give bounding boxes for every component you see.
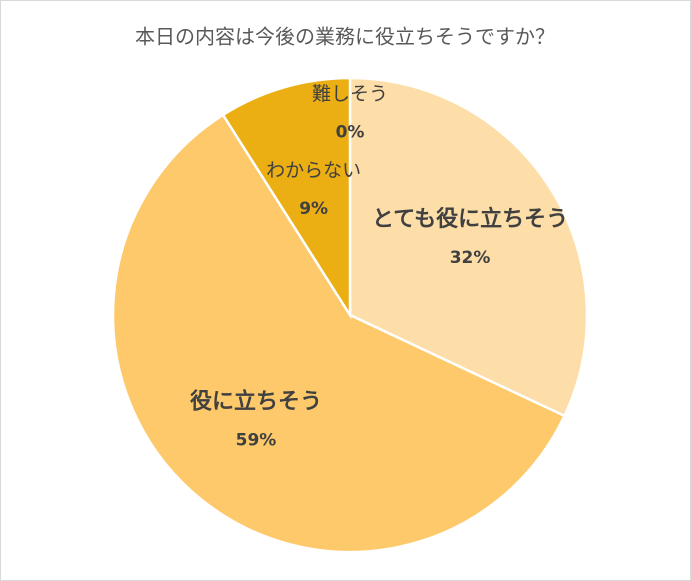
slice-value-label: 59% [236,431,277,451]
slice-category-label: とても役に立ちそう [372,206,568,232]
slice-category-label: 役に立ちそう [190,389,322,415]
slice-value-label: 32% [450,248,491,268]
pie-slice [111,113,567,554]
slice-value-label: 0% [336,123,365,143]
slice-category-label: 難しそう [312,83,388,105]
slice-value-label: 9% [299,199,328,219]
pie-slice [221,76,352,320]
pie-slice [348,76,589,418]
slice-category-label: わからない [266,159,361,181]
chart-title: 本日の内容は今後の業務に役立ちそうですか？ [135,25,555,49]
